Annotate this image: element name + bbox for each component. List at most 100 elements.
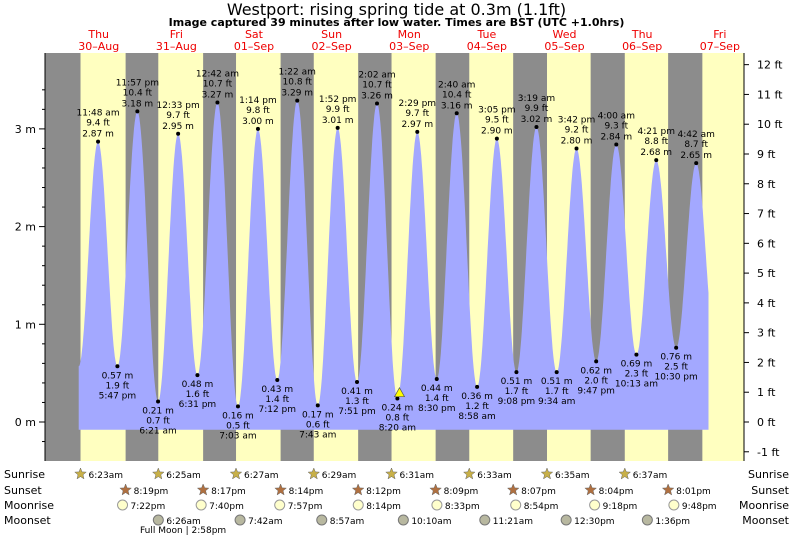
moonset-time: 11:21am bbox=[493, 517, 533, 527]
right-tick-label: 6 ft bbox=[757, 237, 776, 250]
tide-point bbox=[614, 142, 619, 147]
tide-point bbox=[355, 379, 360, 384]
sunset-time: 8:01pm bbox=[676, 487, 711, 497]
sunset-icon bbox=[661, 483, 675, 496]
low-time: 7:12 pm bbox=[258, 405, 296, 415]
tide-point bbox=[295, 98, 300, 103]
low-feet: 1.2 ft bbox=[465, 402, 489, 412]
tide-point bbox=[235, 404, 240, 409]
sunrise-icon bbox=[307, 467, 321, 480]
tide-point bbox=[375, 101, 380, 106]
sunset-time: 8:14pm bbox=[289, 487, 324, 497]
low-time: 10:13 am bbox=[615, 380, 658, 390]
moonrise-icon bbox=[352, 499, 364, 511]
low-feet: 1.9 ft bbox=[106, 381, 130, 391]
low-feet: 0.7 ft bbox=[146, 416, 170, 426]
tide-point bbox=[534, 124, 539, 129]
moonrise-time: 8:54pm bbox=[524, 502, 559, 512]
high-feet: 9.4 ft bbox=[86, 119, 110, 129]
tide-events: 11:48 am9.4 ft2.87 m 0.57 m1.9 ft5:47 pm 1… bbox=[77, 68, 715, 442]
tide-point bbox=[395, 396, 400, 401]
tide-point bbox=[674, 345, 679, 350]
low-feet: 2.5 ft bbox=[664, 363, 688, 373]
right-tick-label: 12 ft bbox=[757, 59, 783, 72]
high-time: 3:42 pm bbox=[558, 115, 596, 125]
high-feet: 9.7 ft bbox=[166, 111, 190, 121]
low-metres: 0.62 m bbox=[580, 366, 612, 376]
sunrise-icon bbox=[74, 467, 87, 480]
day-name: Thu bbox=[631, 28, 653, 41]
low-metres: 0.57 m bbox=[102, 371, 134, 381]
low-time: 8:58 am bbox=[458, 412, 495, 422]
sunrise-icon bbox=[151, 467, 165, 480]
low-time: 7:43 am bbox=[299, 430, 336, 440]
tide-point bbox=[156, 399, 161, 404]
sunset-time: 8:12pm bbox=[366, 487, 401, 497]
moonrise-time: 9:18pm bbox=[603, 502, 638, 512]
high-feet: 9.9 ft bbox=[525, 104, 549, 114]
high-feet: 9.9 ft bbox=[326, 105, 350, 115]
low-time: 7:03 am bbox=[219, 431, 256, 441]
low-time: 8:30 pm bbox=[418, 404, 456, 414]
day-date: 05–Sep bbox=[544, 40, 584, 53]
high-time: 3:05 pm bbox=[478, 106, 516, 116]
sunrise-time: 6:35am bbox=[555, 471, 590, 481]
day-date: 31–Aug bbox=[156, 40, 197, 53]
day-date: 07–Sep bbox=[700, 40, 740, 53]
right-tick-label: 1 ft bbox=[757, 386, 776, 399]
moonset-icon bbox=[397, 514, 409, 526]
low-feet: 0.6 ft bbox=[306, 420, 330, 430]
tide-point bbox=[694, 161, 699, 166]
low-feet: 1.7 ft bbox=[545, 387, 569, 397]
tide-point bbox=[514, 370, 519, 375]
moonrise-time: 9:48pm bbox=[682, 502, 717, 512]
moonset-time: 10:10am bbox=[411, 517, 451, 527]
moonrise-time: 7:40pm bbox=[209, 502, 244, 512]
high-time: 12:42 am bbox=[196, 70, 239, 80]
tide-point bbox=[335, 125, 340, 130]
high-feet: 10.8 ft bbox=[283, 78, 313, 88]
low-feet: 2.0 ft bbox=[584, 376, 608, 386]
moonset-icon bbox=[316, 514, 328, 526]
tide-point bbox=[654, 158, 659, 163]
day-date: 01–Sep bbox=[234, 40, 274, 53]
high-metres: 2.87 m bbox=[82, 130, 114, 140]
low-feet: 1.3 ft bbox=[345, 397, 369, 407]
low-feet: 0.8 ft bbox=[386, 414, 410, 424]
moonset-icon bbox=[234, 514, 246, 526]
moonset-time: 1:36pm bbox=[655, 517, 690, 527]
low-feet: 0.5 ft bbox=[226, 421, 250, 431]
sunset-icon bbox=[584, 483, 598, 496]
high-metres: 3.26 m bbox=[361, 91, 393, 101]
low-metres: 0.44 m bbox=[421, 384, 453, 394]
day-name: Sat bbox=[245, 28, 264, 41]
tide-point bbox=[96, 139, 101, 144]
sunrise-time: 6:31am bbox=[400, 471, 435, 481]
high-feet: 9.7 ft bbox=[405, 109, 429, 119]
high-time: 1:14 pm bbox=[239, 96, 277, 106]
low-metres: 0.51 m bbox=[501, 377, 533, 387]
high-feet: 10.7 ft bbox=[362, 80, 392, 90]
moonrise-time: 7:57pm bbox=[288, 502, 323, 512]
moonrise-icon bbox=[117, 499, 129, 511]
sunrise-icon bbox=[540, 467, 554, 480]
sunset-icon bbox=[119, 483, 132, 496]
low-metres: 0.69 m bbox=[621, 360, 653, 370]
tide-point bbox=[434, 377, 439, 382]
low-feet: 1.6 ft bbox=[186, 390, 210, 400]
tide-point bbox=[195, 373, 200, 378]
low-feet: 1.7 ft bbox=[505, 387, 529, 397]
high-metres: 3.29 m bbox=[281, 89, 313, 99]
sunrise-time: 6:23am bbox=[89, 471, 124, 481]
chart-subtitle: Image captured 39 minutes after low wate… bbox=[168, 16, 625, 29]
tide-point bbox=[554, 370, 559, 375]
tide-point bbox=[454, 111, 459, 116]
low-metres: 0.36 m bbox=[461, 392, 493, 402]
moonset-time: 6:26am bbox=[166, 517, 201, 527]
high-metres: 2.68 m bbox=[640, 148, 672, 158]
low-time: 6:31 pm bbox=[179, 400, 217, 410]
moonset-icon bbox=[479, 514, 491, 526]
right-tick-label: 4 ft bbox=[757, 297, 776, 310]
high-time: 3:19 am bbox=[518, 94, 555, 104]
high-feet: 9.2 ft bbox=[565, 125, 589, 135]
